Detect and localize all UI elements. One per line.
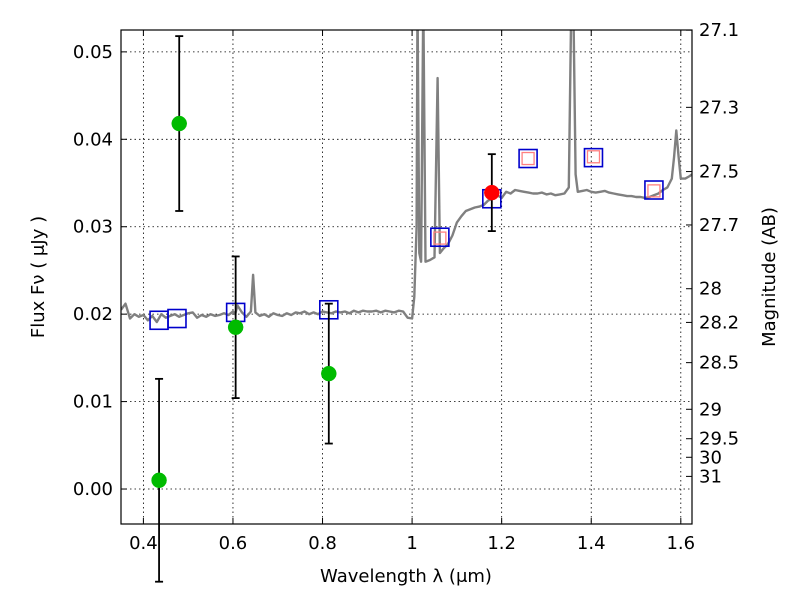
points-layer [149,35,664,583]
y-axis-label-right: Magnitude (AB) [759,207,780,347]
plot-background [121,30,692,524]
magnitude-tick-label: 30 [699,447,722,468]
magnitude-tick-label: 27.1 [699,20,739,41]
plot-frame [120,29,693,525]
model-spectrum-line [121,30,692,324]
magnitude-tick-label: 27.7 [699,215,739,236]
x-tick-label: 1.2 [487,533,516,554]
y-tick-label: 0.04 [73,129,113,150]
x-tick-label: 0.8 [308,533,337,554]
observed-flux-point [321,365,337,382]
model-photometry-square [518,148,538,169]
y-axis-label-left: Flux Fν ( μJy ) [28,216,49,338]
y-tick-label: 0.01 [73,392,113,413]
x-tick-label: 1.6 [666,533,695,554]
model-photometry-square [583,147,604,168]
x-tick-label: 0.6 [219,533,248,554]
observed-flux-point [151,472,167,489]
observed-flux-point [227,319,244,336]
observed-flux-square [586,150,601,164]
data-layer [121,30,692,324]
magnitude-tick-label: 28.2 [699,312,739,333]
model-photometry-square [430,227,450,248]
magnitude-tick-label: 28 [699,279,722,300]
model-photometry-square [644,180,664,200]
observed-flux-square [433,231,447,245]
magnitude-tick-label: 29.5 [699,429,739,450]
y-tick-label: 0.00 [73,479,113,500]
magnitude-tick-label: 28.5 [699,353,739,374]
observed-flux-square [521,151,535,166]
magnitude-tick-label: 27.5 [699,162,739,183]
magnitude-tick-label: 31 [699,466,722,487]
magnitude-tick-label: 29 [699,399,722,420]
x-tick-label: 1.4 [577,533,606,554]
x-axis-label: Wavelength λ (μm) [320,566,492,587]
y-tick-label: 0.05 [73,42,113,63]
y-tick-label: 0.02 [73,304,113,325]
x-tick-label: 0.4 [129,533,158,554]
magnitude-tick-label: 27.3 [699,97,739,118]
y-tick-label: 0.03 [73,217,113,238]
observed-flux-square [647,184,661,198]
axes: 0.4 0.6 0.8 1 1.2 1.4 1.6 0.00 0.01 0.02 0.03 0.04 0… [73,20,739,554]
model-photometry-square [167,308,187,329]
observed-flux-point [484,184,500,201]
x-tick-label: 1 [406,533,417,554]
grid [121,30,692,524]
observed-flux-point [171,115,187,132]
